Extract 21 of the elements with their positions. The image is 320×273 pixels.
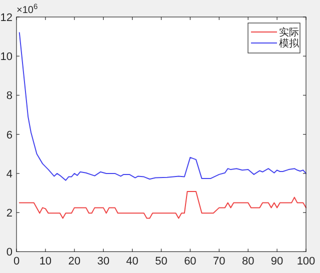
x-tick-label: 60 [184, 256, 196, 268]
x-tick-label: 70 [213, 256, 226, 268]
x-tick-label: 30 [97, 256, 110, 268]
y-tick-label: 10 [0, 51, 12, 64]
y-tick-label: 2 [6, 208, 12, 220]
line-series [18, 190, 306, 219]
y-tick-label: 4 [6, 168, 12, 180]
x-tick-label: 90 [270, 256, 284, 268]
y-tick-label: 0 [6, 246, 12, 259]
y-tick-label: 12 [0, 12, 12, 24]
x-tick-label: 100 [296, 256, 316, 268]
x-tick-label: 40 [126, 256, 138, 268]
legend-label: 模拟 [279, 38, 300, 50]
x-tick-label: 10 [39, 256, 52, 268]
legend-label: 实际 [279, 26, 299, 38]
x-tick-label: 80 [242, 256, 254, 268]
x-tick-label: 50 [155, 256, 168, 268]
text: ×10$^{6}$ [16, 2, 38, 16]
x-tick-label: 20 [68, 256, 81, 268]
y-tick-label: 6 [6, 129, 12, 142]
y-tick-label: 8 [6, 90, 12, 102]
